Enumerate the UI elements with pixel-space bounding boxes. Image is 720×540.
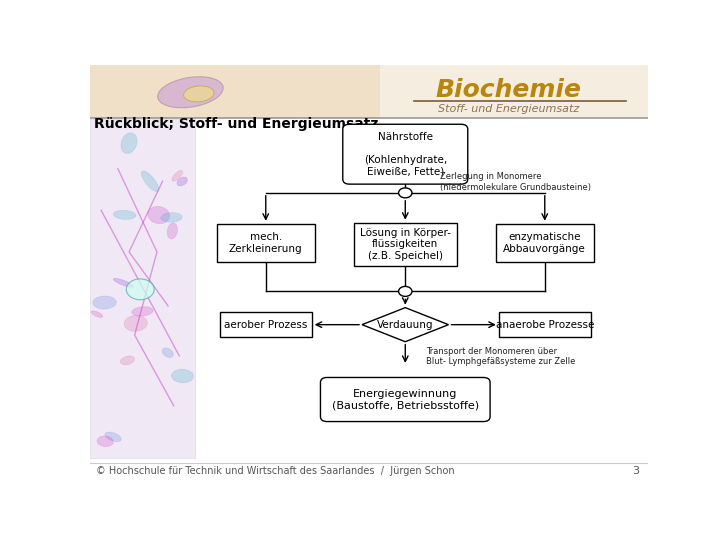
Ellipse shape — [113, 278, 133, 287]
Ellipse shape — [148, 206, 169, 224]
Ellipse shape — [141, 171, 159, 192]
Ellipse shape — [124, 315, 148, 331]
Bar — [217, 224, 315, 262]
Circle shape — [399, 286, 412, 296]
Ellipse shape — [121, 133, 137, 153]
Bar — [90, 65, 380, 118]
Text: enzymatische
Abbauvorgänge: enzymatische Abbauvorgänge — [503, 232, 586, 254]
Ellipse shape — [97, 436, 113, 447]
Text: Lösung in Körper-
flüssigkeiten
(z.B. Speichel): Lösung in Körper- flüssigkeiten (z.B. Sp… — [360, 228, 451, 261]
Text: 3: 3 — [633, 467, 639, 476]
Ellipse shape — [158, 77, 223, 107]
Ellipse shape — [167, 223, 177, 239]
Polygon shape — [362, 308, 449, 342]
Ellipse shape — [171, 369, 194, 383]
Ellipse shape — [93, 296, 116, 309]
Text: Nährstoffe

(Kohlenhydrate,
Eiweiße, Fette): Nährstoffe (Kohlenhydrate, Eiweiße, Fett… — [364, 132, 447, 177]
Ellipse shape — [172, 171, 183, 181]
Circle shape — [399, 188, 412, 198]
Circle shape — [126, 279, 154, 300]
Text: Transport der Monomeren über
Blut- Lymphgefäßsysteme zur Zelle: Transport der Monomeren über Blut- Lymph… — [426, 347, 576, 367]
Ellipse shape — [177, 177, 187, 186]
Text: Rückblick; Stoff- und Energieumsatz: Rückblick; Stoff- und Energieumsatz — [94, 117, 379, 131]
Bar — [90, 65, 648, 118]
Ellipse shape — [132, 307, 153, 316]
Text: mech.
Zerkleinerung: mech. Zerkleinerung — [229, 232, 302, 254]
Ellipse shape — [120, 356, 135, 365]
Bar — [496, 224, 593, 262]
Ellipse shape — [184, 86, 214, 102]
Text: Stoff- und Energieumsatz: Stoff- und Energieumsatz — [438, 104, 579, 114]
Ellipse shape — [91, 311, 103, 318]
FancyBboxPatch shape — [343, 124, 468, 184]
Bar — [499, 312, 591, 337]
Text: anaerobe Prozesse: anaerobe Prozesse — [495, 320, 594, 330]
Ellipse shape — [161, 213, 182, 222]
Text: Verdauung: Verdauung — [377, 320, 433, 330]
Ellipse shape — [105, 432, 121, 442]
Bar — [354, 222, 457, 266]
Text: © Hochschule für Technik und Wirtschaft des Saarlandes  /  Jürgen Schon: © Hochschule für Technik und Wirtschaft … — [96, 467, 454, 476]
Text: aerober Prozess: aerober Prozess — [224, 320, 307, 330]
Bar — [90, 119, 195, 458]
Text: Biochemie: Biochemie — [436, 78, 582, 102]
Text: Zerlegung in Monomere
(niedermolekulare Grundbausteine): Zerlegung in Monomere (niedermolekulare … — [441, 172, 591, 192]
Bar — [220, 312, 312, 337]
FancyBboxPatch shape — [320, 377, 490, 422]
Ellipse shape — [162, 348, 174, 357]
Text: Energiegewinnung
(Baustoffe, Betriebsstoffe): Energiegewinnung (Baustoffe, Betriebssto… — [332, 389, 479, 410]
Ellipse shape — [114, 211, 136, 219]
